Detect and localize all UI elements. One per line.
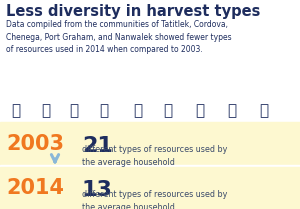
Text: 🐟: 🐟 <box>41 103 51 119</box>
Text: Data compiled from the communities of Tatitlek, Cordova,
Chenega, Port Graham, a: Data compiled from the communities of Ta… <box>6 20 232 54</box>
Bar <box>0 0 300 100</box>
Text: Less diversity in harvest types: Less diversity in harvest types <box>6 4 260 19</box>
Text: 🐙: 🐙 <box>260 103 268 119</box>
Text: different types of resources used by
the average household: different types of resources used by the… <box>82 145 227 167</box>
Bar <box>0 100 300 122</box>
Text: 🦀: 🦀 <box>11 103 21 119</box>
Bar <box>0 122 300 165</box>
Text: 2014: 2014 <box>6 178 64 198</box>
Text: 🐟: 🐟 <box>164 103 172 119</box>
Text: 🐟: 🐟 <box>99 103 109 119</box>
Text: 2003: 2003 <box>6 134 64 153</box>
Text: 21: 21 <box>82 135 113 155</box>
Text: 🦑: 🦑 <box>195 103 205 119</box>
Text: 🦐: 🦐 <box>69 103 79 119</box>
Bar <box>0 165 300 167</box>
Text: different types of resources used by
the average household: different types of resources used by the… <box>82 190 227 209</box>
Text: 🐠: 🐠 <box>134 103 142 119</box>
Bar <box>0 167 300 209</box>
Text: 13: 13 <box>82 180 113 200</box>
Text: 🐡: 🐡 <box>227 103 237 119</box>
